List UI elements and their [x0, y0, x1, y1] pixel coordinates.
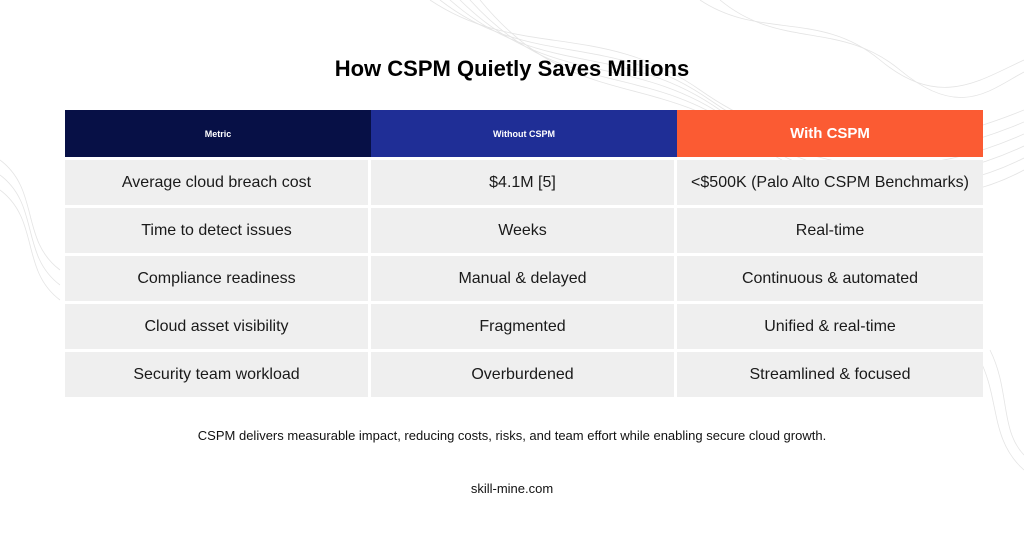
- without-cspm-cell: Manual & delayed: [371, 256, 677, 301]
- without-cspm-cell: Overburdened: [371, 352, 677, 397]
- with-cspm-cell: Real-time: [677, 208, 983, 253]
- with-cspm-cell: Continuous & automated: [677, 256, 983, 301]
- metric-cell: Average cloud breach cost: [65, 160, 371, 205]
- with-cspm-cell: <$500K (Palo Alto CSPM Benchmarks): [677, 160, 983, 205]
- metric-cell: Compliance readiness: [65, 256, 371, 301]
- without-cspm-cell: Fragmented: [371, 304, 677, 349]
- without-cspm-cell: $4.1M [5]: [371, 160, 677, 205]
- header-without-cspm: Without CSPM: [371, 110, 677, 157]
- with-cspm-cell: Unified & real-time: [677, 304, 983, 349]
- header-with-cspm: With CSPM: [677, 110, 983, 157]
- summary-text: CSPM delivers measurable impact, reducin…: [197, 428, 827, 443]
- metric-cell: Cloud asset visibility: [65, 304, 371, 349]
- website-link[interactable]: skill-mine.com: [470, 481, 554, 496]
- header-metric: Metric: [65, 110, 371, 157]
- metric-cell: Time to detect issues: [65, 208, 371, 253]
- without-cspm-cell: Weeks: [371, 208, 677, 253]
- page-title: How CSPM Quietly Saves Millions: [334, 56, 690, 81]
- with-cspm-cell: Streamlined & focused: [677, 352, 983, 397]
- comparison-table: Metric Without CSPM With CSPM Average cl…: [65, 110, 983, 397]
- metric-cell: Security team workload: [65, 352, 371, 397]
